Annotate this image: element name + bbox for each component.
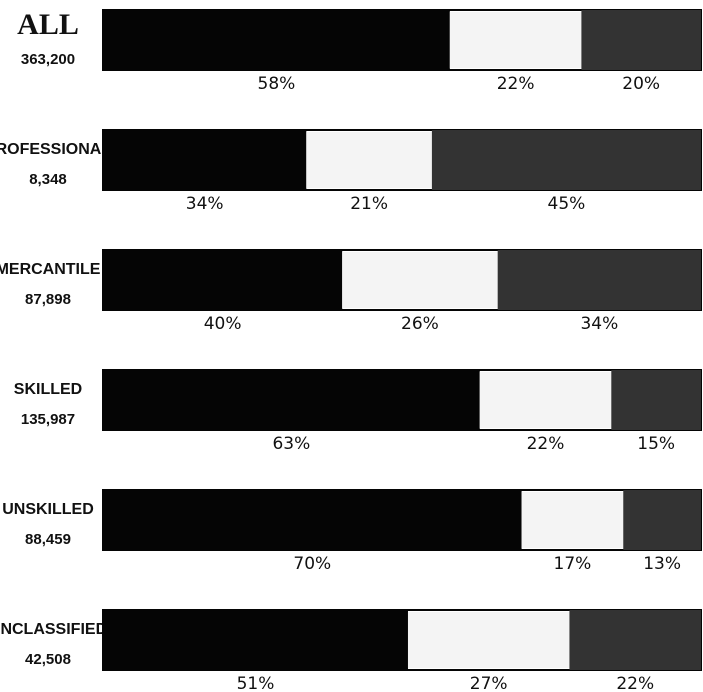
category-count-skilled: 135,987 (21, 411, 75, 428)
percent-label-all-2: 22% (497, 74, 535, 94)
percent-label-unclassified-2: 27% (470, 674, 508, 692)
percent-label-all-3: 20% (622, 74, 660, 94)
bar-segment-unclassified-2 (407, 612, 570, 668)
percent-label-mercantile-3: 34% (580, 314, 618, 334)
category-count-unskilled: 88,459 (25, 531, 71, 548)
category-count-all: 363,200 (21, 51, 75, 68)
percent-label-unskilled-1: 70% (293, 554, 331, 574)
category-label-all: ALL (17, 8, 79, 41)
category-count-mercantile: 87,898 (25, 291, 71, 308)
percent-label-professional-2: 21% (350, 194, 388, 214)
percent-label-all-1: 58% (258, 74, 296, 94)
bar-segment-unclassified-3 (569, 610, 701, 670)
category-count-professional: 8,348 (29, 171, 67, 188)
category-count-unclassified: 42,508 (25, 651, 71, 668)
bar-segment-all-3 (581, 10, 701, 70)
bar-segment-mercantile-3 (497, 250, 701, 310)
percent-label-unskilled-3: 13% (643, 554, 681, 574)
bar-segment-all-2 (449, 12, 582, 68)
bar-segment-professional-2 (306, 132, 432, 188)
bar-segment-unclassified-1 (103, 610, 408, 670)
percent-label-unclassified-3: 22% (616, 674, 654, 692)
percent-label-mercantile-2: 26% (401, 314, 439, 334)
percent-label-skilled-3: 15% (637, 434, 675, 454)
percent-label-unskilled-2: 17% (554, 554, 592, 574)
percent-label-skilled-1: 63% (272, 434, 310, 454)
bar-segment-professional-3 (431, 130, 701, 190)
bar-segment-mercantile-2 (342, 252, 498, 308)
bar-segment-professional-1 (103, 130, 307, 190)
bar-segment-skilled-3 (611, 370, 701, 430)
bar-segment-unskilled-2 (521, 492, 624, 548)
percent-label-professional-1: 34% (186, 194, 224, 214)
percent-label-mercantile-1: 40% (204, 314, 242, 334)
category-label-unclassified: UNCLASSIFIED (0, 621, 107, 638)
category-label-skilled: SKILLED (14, 381, 82, 398)
category-label-mercantile: MERCANTILE (0, 261, 101, 278)
category-label-professional: PROFESSIONAL (0, 141, 111, 158)
bar-segment-unskilled-1 (103, 490, 522, 550)
percent-label-skilled-2: 22% (527, 434, 565, 454)
bar-segment-mercantile-1 (103, 250, 343, 310)
bar-segment-skilled-2 (479, 372, 612, 428)
bar-segment-unskilled-3 (623, 490, 701, 550)
category-label-unskilled: UNSKILLED (2, 501, 94, 518)
percent-label-unclassified-1: 51% (237, 674, 275, 692)
percent-label-professional-3: 45% (548, 194, 586, 214)
bar-segment-all-1 (103, 10, 450, 70)
bar-segment-skilled-1 (103, 370, 480, 430)
